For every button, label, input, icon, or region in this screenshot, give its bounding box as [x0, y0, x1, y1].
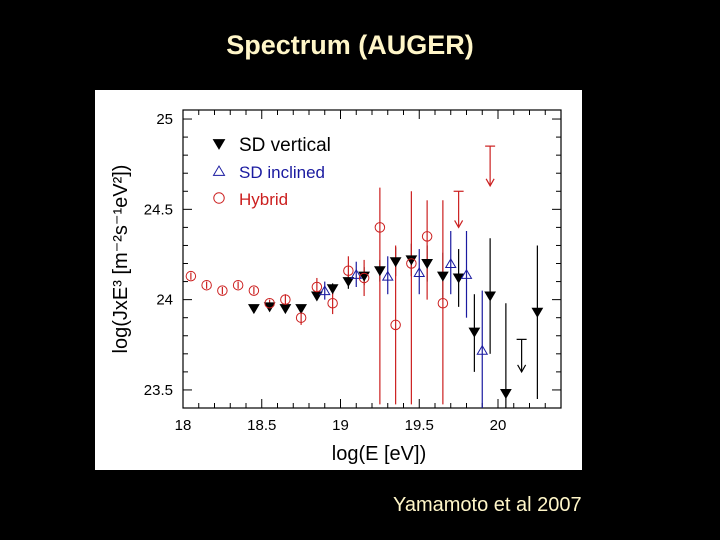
legend: SD vertical SD inclined Hybrid [212, 135, 331, 209]
hybrid-point [201, 279, 212, 291]
sd-vertical-legend-label: SD vertical [239, 135, 331, 156]
sd-vertical-point [374, 266, 386, 277]
sd-vertical-point [500, 389, 512, 400]
sd-inclined-point [460, 268, 473, 279]
hybrid-point [437, 297, 449, 309]
x-tick-label: 19.5 [405, 417, 434, 434]
hybrid-point [390, 319, 401, 331]
sd-inclined-legend-marker [212, 165, 226, 176]
hybrid-upper-limit-arrow [454, 220, 464, 229]
citation-credit: Yamamoto et al 2007 [393, 494, 582, 516]
hybrid-point [311, 281, 323, 293]
slide-title: Spectrum (AUGER) [226, 30, 474, 60]
hybrid-point [185, 270, 197, 282]
y-axis-label: log(JxE³ [m⁻²s⁻¹eV²]) [110, 165, 132, 354]
sd-vertical-point [531, 307, 544, 318]
sd-vertical-point [389, 257, 402, 268]
y-tick-label: 23.5 [144, 382, 173, 399]
x-axis-label: log(E [eV]) [332, 443, 426, 465]
hybrid-point [248, 285, 260, 296]
hybrid-point [358, 272, 370, 284]
sd-vertical-point [279, 304, 292, 315]
hybrid-point [421, 231, 433, 242]
sd-vertical-point [421, 259, 433, 270]
sd-vertical-upper-limit-arrow [517, 364, 527, 374]
sd-vertical-point [468, 327, 481, 338]
hybrid-point [374, 222, 386, 233]
sd-vertical-point [437, 271, 449, 282]
sd-vertical-point [295, 304, 307, 315]
sd-vertical-point [405, 255, 418, 266]
marker-layer [185, 222, 544, 400]
sd-inclined-point [381, 270, 394, 281]
hybrid-point [280, 294, 291, 305]
hybrid-point [327, 297, 338, 309]
sd-inclined-point [476, 344, 489, 355]
sd-inclined-point [413, 267, 426, 278]
sd-vertical-point [484, 291, 496, 302]
sd-inclined-point [444, 258, 457, 269]
hybrid-point [264, 297, 275, 309]
y-tick-label: 25 [156, 111, 173, 128]
hybrid-point [232, 279, 244, 291]
hybrid-point [295, 312, 307, 323]
x-tick-label: 19 [332, 417, 349, 434]
plot-panel: 18 18.5 19 19.5 20 23.5 24 24.5 25 SD vertical SD… [95, 90, 582, 470]
sd-inclined-point [350, 268, 363, 279]
sd-inclined-point [318, 285, 331, 296]
y-tick-label: 24 [156, 292, 173, 309]
sd-vertical-point [248, 304, 260, 315]
hybrid-point [217, 285, 228, 296]
hybrid-point [343, 265, 354, 276]
y-tick-label: 24.5 [144, 201, 173, 218]
x-tick-label: 18.5 [247, 417, 276, 434]
hybrid-point [406, 258, 417, 269]
x-tick-label: 20 [490, 417, 507, 434]
sd-vertical-point [342, 277, 355, 288]
sd-vertical-legend-marker [212, 139, 226, 150]
sd-inclined-legend-label: SD inclined [239, 163, 325, 182]
x-tick-label: 18 [175, 417, 192, 434]
tick-layer: 18 18.5 19 19.5 20 23.5 24 24.5 25 [144, 110, 562, 434]
hybrid-legend-label: Hybrid [239, 190, 288, 209]
hybrid-upper-limit-arrow [485, 178, 495, 188]
hybrid-legend-marker [213, 192, 225, 204]
sd-vertical-point [326, 284, 339, 295]
